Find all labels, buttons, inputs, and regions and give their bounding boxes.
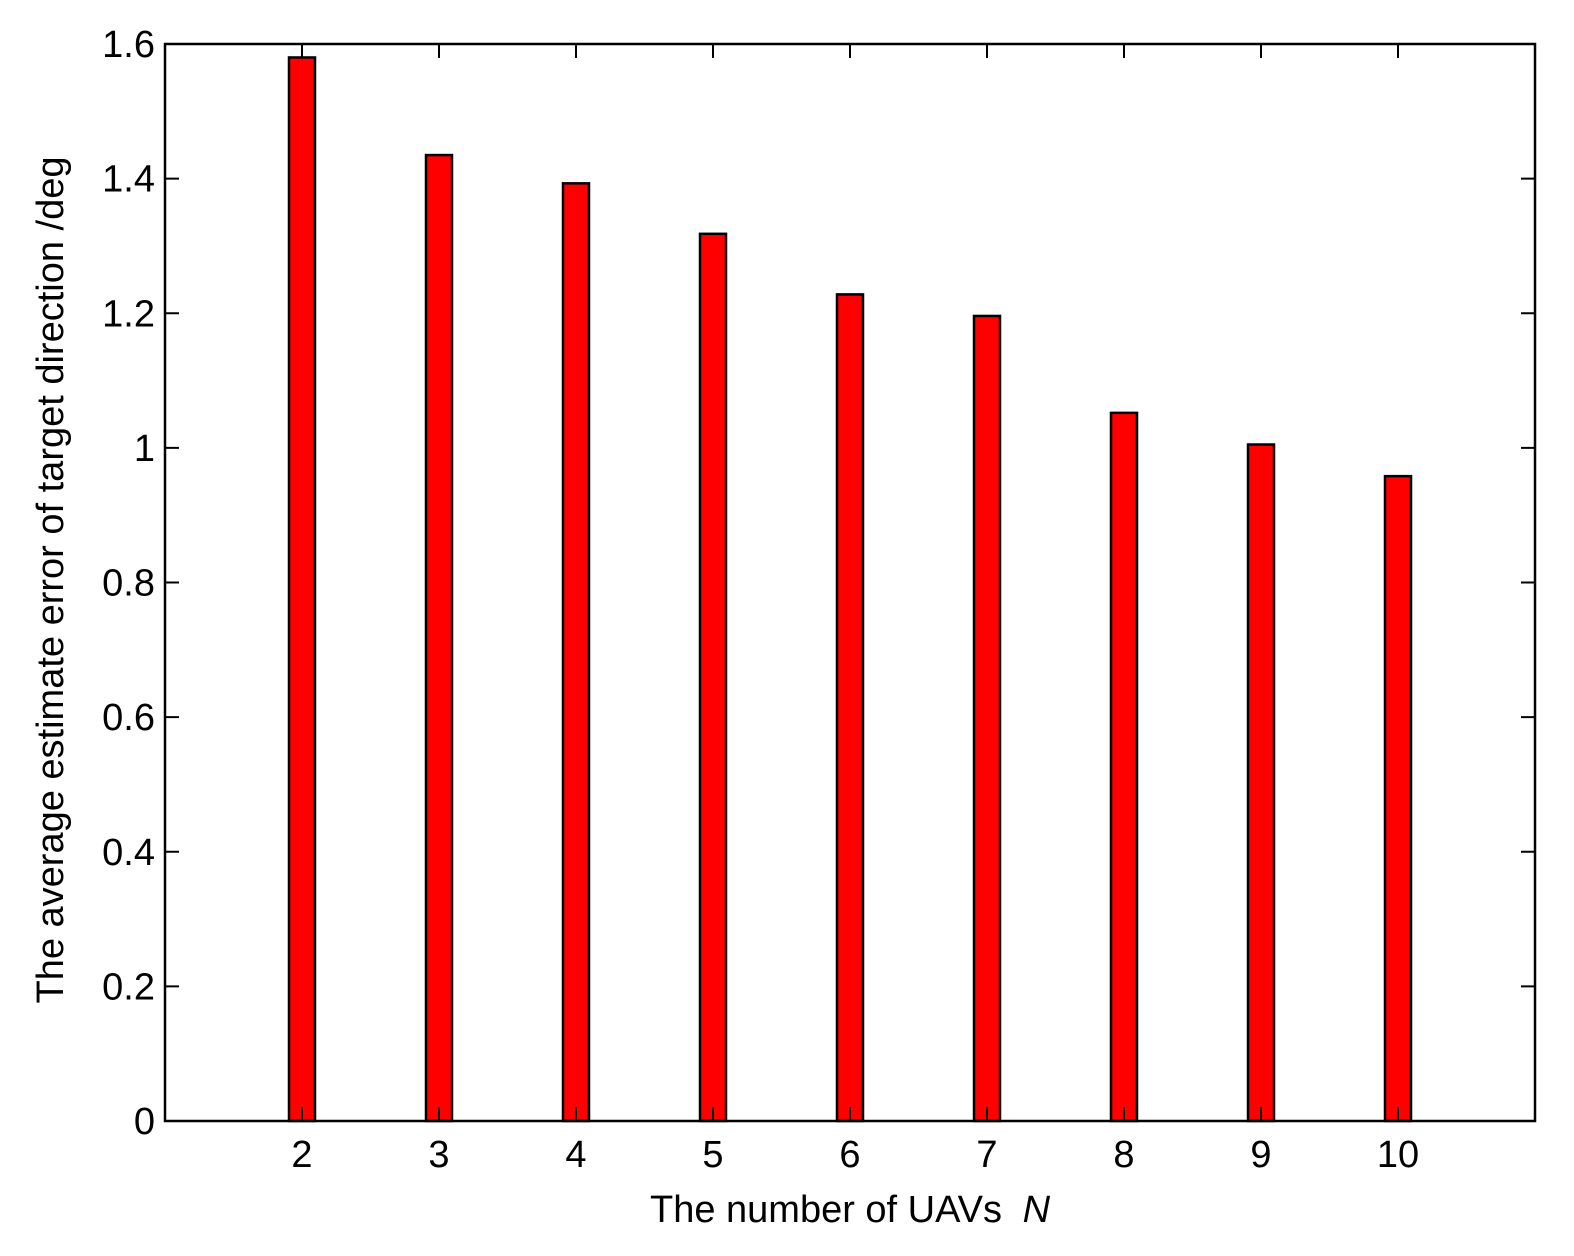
bars-group — [287, 56, 1413, 1123]
x-tick-label: 4 — [565, 1134, 586, 1176]
bar-n-2 — [287, 56, 317, 1123]
y-axis-label: The average estimate error of target dir… — [30, 156, 72, 1003]
y-tick-label: 1 — [134, 428, 155, 470]
bar-n-8 — [1109, 411, 1139, 1123]
x-tick-label: 2 — [291, 1134, 312, 1176]
bar-n-3 — [424, 153, 454, 1123]
bar-n-7 — [972, 314, 1002, 1123]
bar-n-5 — [698, 232, 728, 1123]
y-tick-label: 0 — [134, 1101, 155, 1143]
y-tick-label: 1.2 — [102, 293, 155, 335]
x-tick-label: 8 — [1113, 1134, 1134, 1176]
y-tick-label: 0.8 — [102, 563, 155, 605]
y-tick-label: 1.6 — [102, 24, 155, 66]
bar-n-4 — [561, 182, 591, 1123]
y-tick-labels: 0 0.2 0.4 0.6 0.8 1 1.2 1.4 1.6 — [102, 24, 155, 1143]
x-axis-label: The number of UAVs N — [650, 1189, 1051, 1231]
x-tick-label: 10 — [1377, 1134, 1419, 1176]
x-tick-label: 7 — [976, 1134, 997, 1176]
y-tick-label: 1.4 — [102, 159, 155, 201]
x-tick-labels: 2 3 4 5 6 7 8 9 10 — [291, 1134, 1419, 1176]
bar-n-9 — [1246, 443, 1276, 1123]
y-tick-label: 0.4 — [102, 832, 155, 874]
y-tick-label: 0.2 — [102, 966, 155, 1008]
bar-n-6 — [835, 293, 865, 1123]
x-tick-label: 9 — [1250, 1134, 1271, 1176]
y-tick-label: 0.6 — [102, 697, 155, 739]
plot-frame — [163, 42, 1537, 1123]
x-tick-label: 5 — [702, 1134, 723, 1176]
x-tick-label: 6 — [839, 1134, 860, 1176]
x-axis-label-variable: N — [1023, 1189, 1051, 1231]
x-tick-label: 3 — [428, 1134, 449, 1176]
x-axis-label-text: The number of UAVs — [650, 1189, 1002, 1231]
bar-n-10 — [1383, 474, 1413, 1123]
